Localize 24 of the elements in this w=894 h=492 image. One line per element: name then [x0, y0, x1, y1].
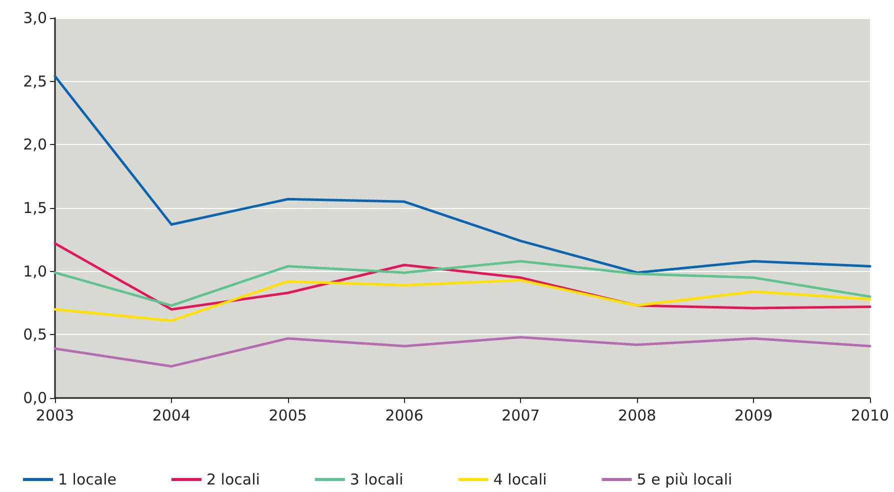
legend-label: 3 locali: [350, 470, 404, 488]
line-series: [54, 336, 872, 368]
x-tick-label: 2003: [36, 406, 74, 424]
y-tick-label: 0,5: [23, 326, 47, 344]
y-tick-label: 2,0: [23, 136, 47, 154]
legend-label: 2 locali: [206, 470, 260, 488]
legend-label: 5 e più locali: [636, 470, 732, 488]
y-tick-label: 1,5: [23, 199, 47, 217]
x-tick-label: 2007: [502, 406, 540, 424]
x-tick-label: 2009: [734, 406, 773, 424]
y-tick-label: 2,5: [23, 72, 47, 90]
line-series: [54, 75, 872, 274]
x-tick-label: 2008: [618, 406, 656, 424]
x-tick-label: 2010: [850, 406, 890, 424]
legend-label: 4 locali: [493, 470, 547, 488]
x-tick-label: 2005: [268, 406, 307, 424]
x-tick-label: 2006: [385, 406, 424, 424]
y-tick-label: 0,0: [23, 389, 47, 407]
line-series: [54, 260, 872, 307]
y-tick-label: 3,0: [23, 9, 47, 27]
line-series: [54, 278, 872, 322]
x-tick-label: 2004: [152, 406, 191, 424]
y-tick-label: 1,0: [23, 262, 47, 280]
legend-label: 1 locale: [58, 470, 116, 488]
